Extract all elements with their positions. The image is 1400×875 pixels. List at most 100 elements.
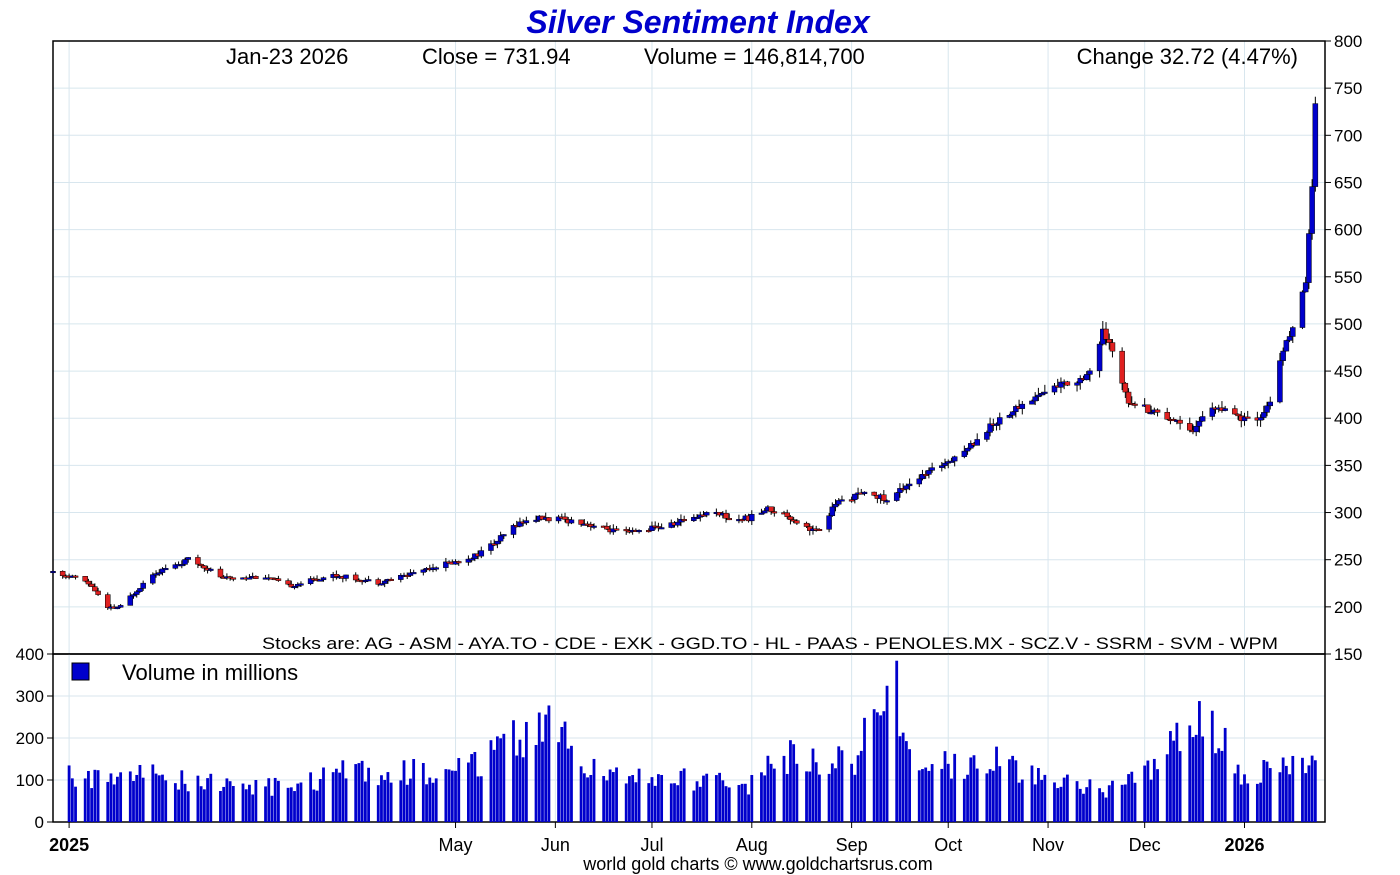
price-tick-label: 700 [1334, 126, 1362, 145]
volume-bar [904, 741, 908, 822]
x-tick-label: Jun [541, 835, 570, 855]
volume-bar [357, 763, 361, 822]
volume-bar [1313, 760, 1317, 822]
candle-body [903, 485, 910, 490]
candle-body [150, 574, 156, 584]
volume-bar [1194, 734, 1198, 822]
candle-body [85, 580, 92, 585]
volume-bar [814, 762, 818, 822]
candle-body [92, 586, 98, 592]
volume-bar [177, 789, 180, 822]
price-panel: 150 200 250 300 350 400 450 500 550 600 650 700 750 8… [50, 32, 1362, 664]
volume-bar [434, 778, 438, 822]
volume-bar [376, 785, 380, 822]
candle-body [1064, 381, 1071, 386]
candle-body [929, 467, 935, 471]
candle-body [1087, 370, 1093, 375]
candle-body [926, 470, 932, 475]
volume-bar [106, 781, 110, 822]
candle-body [826, 515, 832, 530]
chart-title: Silver Sentiment Index [526, 4, 870, 40]
volume-bar [1065, 774, 1069, 822]
volume-bar [1175, 722, 1179, 822]
volume-bar [515, 755, 519, 822]
price-tick-label: 750 [1334, 79, 1362, 98]
volume-bar [586, 777, 589, 822]
volume-bar [119, 772, 123, 822]
volume-bar [1198, 701, 1201, 822]
candle-body [1154, 409, 1161, 413]
candle-body [703, 512, 710, 516]
candle-body [1145, 404, 1151, 413]
candle-body [343, 574, 349, 579]
candle-body [987, 423, 993, 433]
volume-bar [927, 770, 931, 822]
volume-bar [856, 755, 860, 822]
volume-bar [1107, 785, 1111, 822]
volume-bar [1223, 727, 1227, 822]
volume-bar [331, 772, 335, 822]
volume-bar [1239, 784, 1243, 822]
volume-bar [1310, 755, 1314, 822]
volume-bar [138, 764, 142, 822]
volume-bar [270, 795, 274, 822]
volume-bar [476, 776, 480, 822]
candle-body [117, 605, 124, 608]
volume-bar [109, 773, 113, 822]
price-panel-frame [52, 40, 1326, 655]
price-tick-label: 800 [1334, 32, 1362, 51]
candle-body [1196, 420, 1203, 427]
volume-bar [273, 777, 277, 822]
volume-bar [657, 774, 660, 822]
volume-bar [1104, 797, 1108, 822]
price-tick-label: 300 [1334, 504, 1362, 523]
candle-body [82, 576, 88, 582]
candle-body [758, 512, 765, 515]
price-tick-label: 450 [1334, 362, 1362, 381]
volume-bar [966, 774, 969, 822]
candle-body [182, 559, 188, 565]
volume-bar [454, 770, 457, 822]
volume-tick-label: 100 [16, 771, 44, 790]
volume-bar [882, 711, 886, 822]
price-tick-label: 250 [1334, 551, 1362, 570]
volume-bar [1259, 782, 1262, 822]
volume-bar [1278, 772, 1282, 822]
volume-legend-label: Volume in millions [122, 660, 298, 685]
volume-bar [431, 782, 435, 822]
candle-body [1058, 381, 1064, 388]
candle-body [443, 561, 449, 568]
volume-tick-label: 200 [16, 729, 44, 748]
volume-bar [962, 778, 966, 822]
candle-body [291, 586, 298, 589]
candle-body [365, 579, 372, 582]
volume-bar [834, 768, 837, 822]
volume-bar [608, 769, 612, 822]
candle-body [922, 474, 929, 477]
volume-bar [386, 772, 390, 822]
candle-body [494, 540, 501, 545]
candle-body [497, 535, 504, 542]
candle-body [159, 568, 166, 573]
candle-body [1193, 425, 1199, 433]
candle-body [649, 525, 655, 531]
volume-bar [180, 770, 184, 822]
candle-body [1257, 417, 1264, 421]
volume-bar [521, 757, 525, 822]
volume-bar [637, 768, 641, 822]
volume-bar [1133, 782, 1137, 822]
volume-legend-swatch [71, 662, 90, 681]
volume-bar [1075, 781, 1079, 822]
candle-body [739, 519, 745, 522]
volume-bar [537, 712, 541, 822]
volume-bar [225, 778, 229, 822]
volume-bar [116, 776, 119, 822]
volume-bar [315, 790, 319, 822]
candle-body [95, 590, 101, 595]
volume-bar [202, 789, 206, 822]
volume-bar [1123, 784, 1127, 822]
candle-body [156, 572, 163, 575]
volume-bar [669, 783, 673, 822]
volume-bar [747, 794, 750, 822]
candle-body [127, 595, 134, 606]
